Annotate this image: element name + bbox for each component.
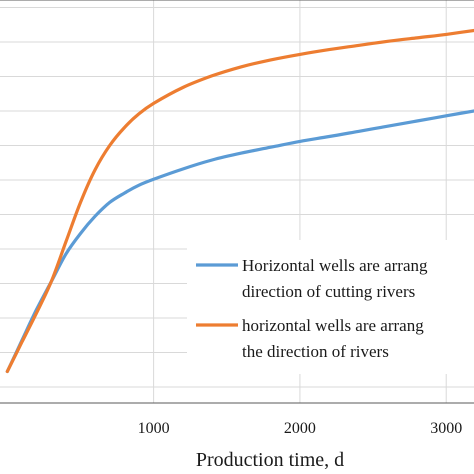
legend-label: the direction of rivers <box>242 342 389 361</box>
legend: Horizontal wells are arrang direction of … <box>196 256 428 361</box>
legend-label: horizontal wells are arrang <box>242 316 424 335</box>
legend-label: direction of cutting rivers <box>242 282 415 301</box>
series-line-2 <box>5 28 474 374</box>
x-tick-label: 2000 <box>284 420 316 437</box>
plot-series <box>5 28 474 374</box>
x-tick-label: 1000 <box>138 420 170 437</box>
legend-label: Horizontal wells are arrang <box>242 256 428 275</box>
legend-box <box>187 240 474 374</box>
x-tick-labels: 1000 2000 3000 <box>138 420 463 437</box>
x-tick-label: 3000 <box>430 420 462 437</box>
series-line-1 <box>5 109 474 374</box>
x-axis-title: Production time, d <box>196 449 344 471</box>
